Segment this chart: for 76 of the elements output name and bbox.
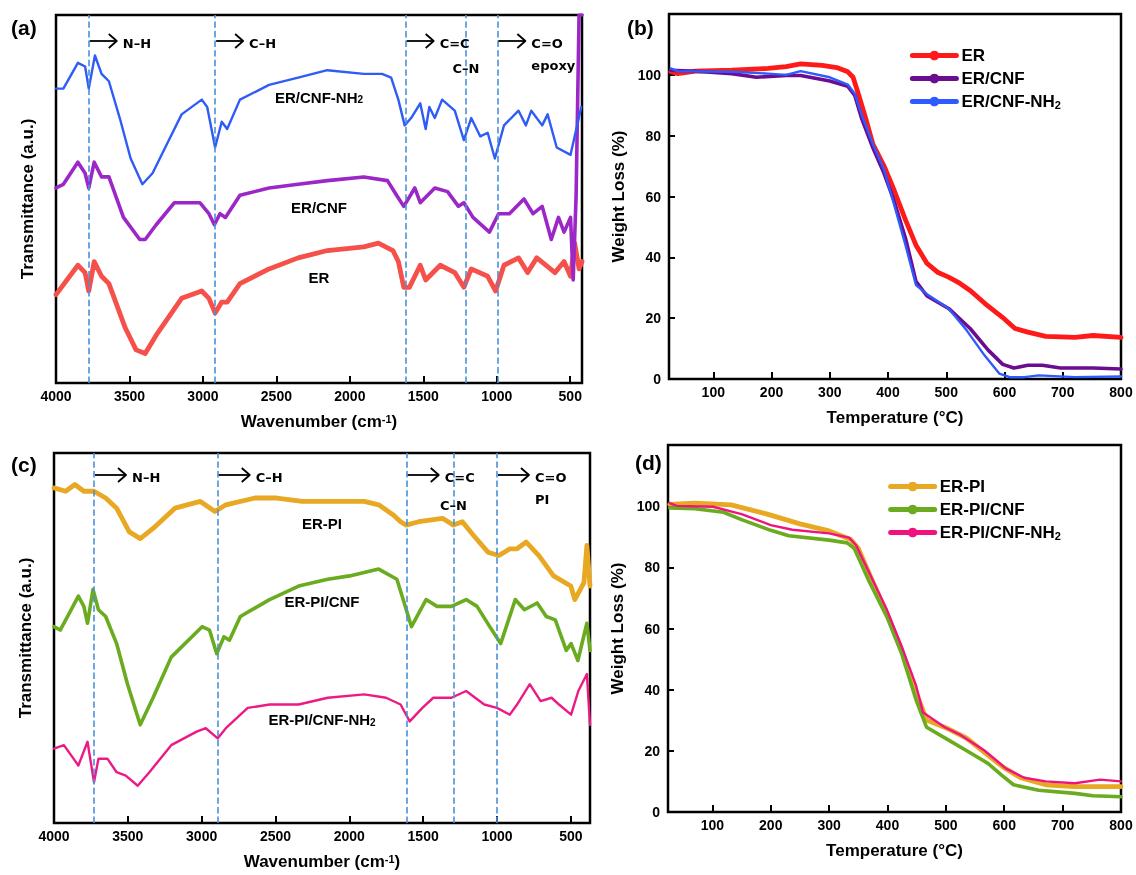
y-tick-label: 100 — [636, 498, 661, 515]
x-tick-label: 3000 — [186, 828, 218, 844]
x-tick-label: 3000 — [187, 388, 219, 404]
x-tick-label: 800 — [1109, 817, 1133, 833]
ref-line-label: C=C — [444, 469, 475, 485]
y-tick-label: 100 — [637, 66, 662, 83]
ref-line-label: N–H — [132, 469, 161, 485]
ref-line-label: C–N — [452, 60, 480, 76]
y-axis-title: Transmittance (a.u.) — [16, 557, 35, 719]
series-label: ER — [308, 269, 330, 287]
y-tick-label: 20 — [645, 310, 662, 327]
x-tick-label: 2000 — [334, 388, 366, 404]
y-tick-label: 80 — [645, 127, 662, 144]
y-axis-title: Weight Loss (%) — [607, 562, 627, 695]
legend-label: ER-PI/CNF — [939, 500, 1025, 519]
y-axis-title: Transmittance (a.u.) — [18, 118, 37, 280]
legend-label: ER — [961, 46, 986, 65]
series-label: ER-PI/CNF-NH2 — [268, 711, 377, 729]
y-tick-label: 60 — [644, 620, 661, 637]
x-tick-label: 300 — [818, 384, 842, 400]
x-tick-label: 1000 — [481, 388, 513, 404]
x-tick-label: 500 — [559, 828, 583, 844]
legend-label: ER/CNF — [961, 69, 1025, 88]
x-tick-label: 500 — [558, 388, 583, 404]
x-tick-label: 300 — [817, 817, 842, 833]
x-tick-label: 200 — [759, 817, 783, 833]
y-tick-label: 0 — [653, 371, 662, 387]
legend-label: ER-PI — [939, 477, 986, 496]
chart-title: (a) — [11, 16, 37, 39]
ref-line-label: N–H — [122, 35, 152, 51]
x-tick-label: 700 — [1051, 384, 1075, 400]
x-axis-title: Temperature (°C) — [826, 408, 964, 427]
x-axis-title: Temperature (°C) — [826, 841, 963, 860]
x-tick-label: 1000 — [481, 828, 513, 844]
ref-line-label: C=C — [439, 35, 470, 51]
y-tick-label: 20 — [644, 742, 661, 759]
chart-title: (b) — [627, 16, 654, 39]
x-tick-label: 1500 — [407, 828, 439, 844]
x-tick-label: 800 — [1109, 384, 1133, 400]
ref-line-label: C–H — [249, 35, 277, 51]
y-axis-title: Weight Loss (%) — [608, 130, 628, 263]
x-tick-label: 100 — [701, 384, 726, 400]
ref-line-label: C=O PI — [534, 469, 571, 507]
x-tick-label: 4000 — [38, 828, 70, 844]
chart-title: (d) — [635, 451, 662, 474]
x-tick-label: 400 — [876, 384, 900, 400]
x-tick-label: 3500 — [113, 388, 146, 404]
chart-title: (c) — [11, 453, 37, 476]
series-label: ER/CNF-NH2 — [274, 88, 364, 106]
x-tick-label: 2500 — [260, 388, 293, 404]
x-tick-label: 1500 — [407, 388, 440, 404]
y-tick-label: 80 — [644, 559, 661, 576]
x-tick-label: 400 — [875, 817, 900, 833]
y-tick-label: 60 — [645, 188, 662, 205]
ref-line-label: C–H — [255, 469, 283, 485]
x-tick-label: 500 — [934, 817, 958, 833]
x-tick-label: 700 — [1050, 817, 1075, 833]
legend-label: ER-PI/CNF-NH2 — [939, 523, 1062, 542]
series-label: ER-PI — [301, 514, 343, 532]
x-tick-label: 600 — [992, 817, 1017, 833]
series-label: ER-PI/CNF — [284, 592, 360, 610]
y-tick-label: 0 — [652, 804, 661, 820]
x-tick-label: 500 — [934, 384, 959, 400]
y-tick-label: 40 — [644, 681, 661, 698]
x-tick-label: 100 — [700, 817, 725, 833]
ref-line-label: C=O epoxy — [531, 35, 576, 73]
ref-line-label: C–N — [439, 497, 467, 513]
x-tick-label: 2500 — [259, 828, 292, 844]
x-tick-label: 600 — [992, 384, 1017, 400]
x-tick-label: 2000 — [333, 828, 366, 844]
x-tick-label: 200 — [759, 384, 784, 400]
x-tick-label: 4000 — [40, 388, 72, 404]
series-label: ER/CNF — [291, 199, 347, 217]
legend-label: ER/CNF-NH2 — [961, 92, 1062, 111]
x-tick-label: 3500 — [112, 828, 144, 844]
y-tick-label: 40 — [645, 249, 662, 266]
